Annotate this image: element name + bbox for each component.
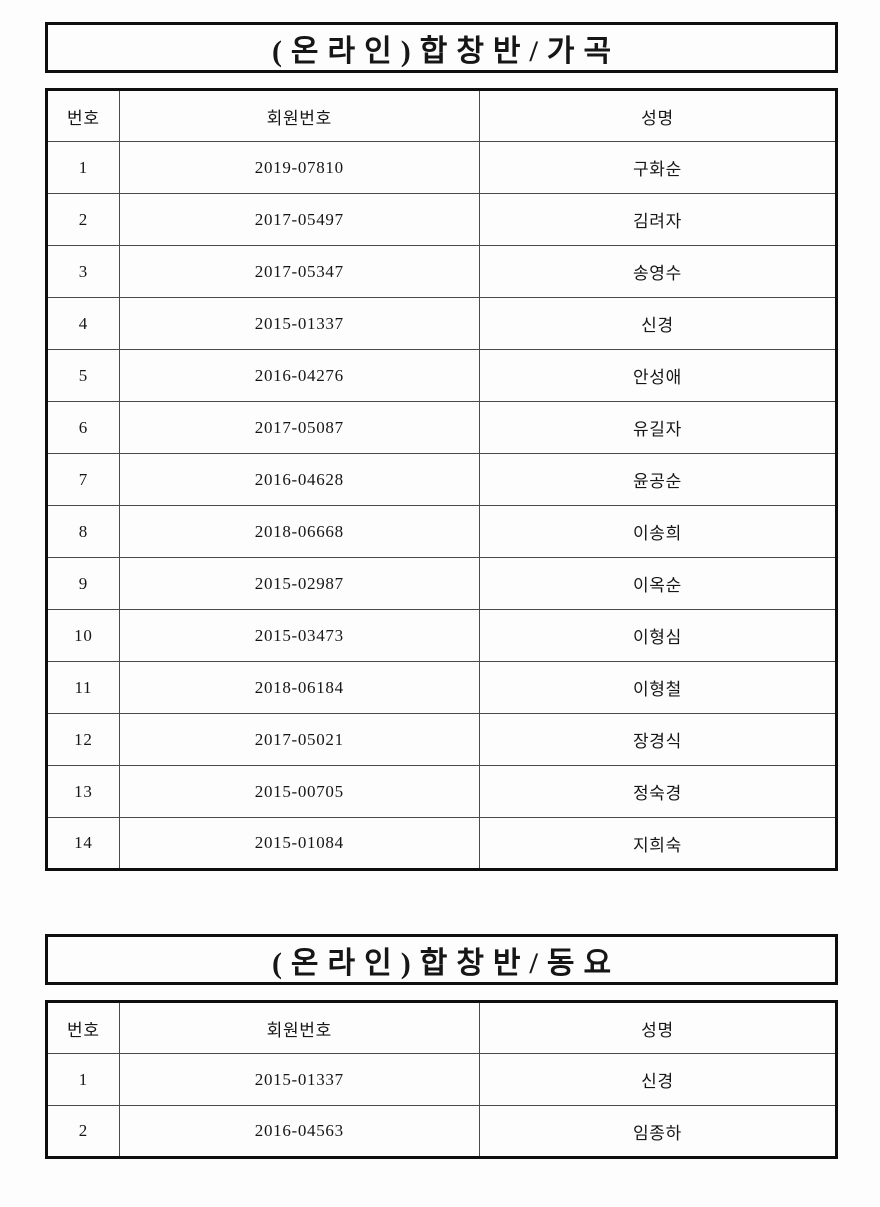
table-row: 6 2017-05087 유길자 — [46, 401, 838, 454]
section-title: (온라인)합창반/동요 — [271, 946, 621, 980]
name-cell: 신경 — [478, 297, 838, 350]
row-number-cell: 11 — [46, 661, 120, 714]
name-cell: 이옥순 — [478, 557, 838, 610]
column-header-name: 성명 — [478, 1001, 838, 1054]
table-row: 14 2015-01084 지희숙 — [46, 817, 838, 870]
member-id-cell: 2017-05021 — [118, 713, 480, 766]
row-number-cell: 2 — [46, 1105, 120, 1158]
member-id-cell: 2015-03473 — [118, 609, 480, 662]
row-number-cell: 5 — [46, 349, 120, 402]
row-number-cell: 12 — [46, 713, 120, 766]
member-id-cell: 2015-01337 — [118, 1053, 480, 1106]
member-id-cell: 2018-06184 — [118, 661, 480, 714]
table-row: 4 2015-01337 신경 — [46, 297, 838, 350]
table-row: 12 2017-05021 장경식 — [46, 713, 838, 766]
member-id-cell: 2016-04563 — [118, 1105, 480, 1158]
name-cell: 이형철 — [478, 661, 838, 714]
row-number-cell: 3 — [46, 245, 120, 298]
section-title-box: (온라인)합창반/동요 — [45, 934, 838, 985]
name-cell: 김려자 — [478, 193, 838, 246]
table-row: 8 2018-06668 이송희 — [46, 505, 838, 558]
roster-table: 번호 회원번호 성명 1 2015-01337 신경 2 2016-04563 임종하 — [45, 1000, 838, 1159]
table-body: 1 2015-01337 신경 2 2016-04563 임종하 — [46, 1053, 838, 1158]
table-row: 11 2018-06184 이형철 — [46, 661, 838, 714]
member-id-cell: 2017-05087 — [118, 401, 480, 454]
row-number-cell: 4 — [46, 297, 120, 350]
member-id-cell: 2017-05347 — [118, 245, 480, 298]
section-title-box: (온라인)합창반/가곡 — [45, 22, 838, 73]
sections-container: (온라인)합창반/가곡 번호 회원번호 성명 1 2019-07810 구화순 2 20… — [45, 22, 838, 1159]
name-cell: 구화순 — [478, 141, 838, 194]
row-number-cell: 1 — [46, 1053, 120, 1106]
row-number-cell: 10 — [46, 609, 120, 662]
name-cell: 신경 — [478, 1053, 838, 1106]
table-row: 13 2015-00705 정숙경 — [46, 765, 838, 818]
table-row: 10 2015-03473 이형심 — [46, 609, 838, 662]
member-id-cell: 2018-06668 — [118, 505, 480, 558]
section-title: (온라인)합창반/가곡 — [271, 34, 621, 68]
member-id-cell: 2015-01084 — [118, 817, 480, 870]
row-number-cell: 7 — [46, 453, 120, 506]
column-header-number: 번호 — [46, 89, 120, 142]
table-row: 5 2016-04276 안성애 — [46, 349, 838, 402]
table-row: 2 2016-04563 임종하 — [46, 1105, 838, 1158]
member-id-cell: 2015-01337 — [118, 297, 480, 350]
member-id-cell: 2015-00705 — [118, 765, 480, 818]
table-row: 9 2015-02987 이옥순 — [46, 557, 838, 610]
table-row: 7 2016-04628 윤공순 — [46, 453, 838, 506]
member-id-cell: 2016-04276 — [118, 349, 480, 402]
column-header-member-id: 회원번호 — [118, 1001, 480, 1054]
name-cell: 임종하 — [478, 1105, 838, 1158]
table-body: 1 2019-07810 구화순 2 2017-05497 김려자 3 2017-05347 송… — [46, 141, 838, 870]
name-cell: 지희숙 — [478, 817, 838, 870]
table-row: 1 2015-01337 신경 — [46, 1053, 838, 1106]
row-number-cell: 13 — [46, 765, 120, 818]
column-header-name: 성명 — [478, 89, 838, 142]
roster-table: 번호 회원번호 성명 1 2019-07810 구화순 2 2017-05497 김려자 3… — [45, 88, 838, 871]
table-row: 2 2017-05497 김려자 — [46, 193, 838, 246]
roster-section: (온라인)합창반/가곡 번호 회원번호 성명 1 2019-07810 구화순 2 20… — [45, 22, 838, 871]
name-cell: 유길자 — [478, 401, 838, 454]
table-row: 3 2017-05347 송영수 — [46, 245, 838, 298]
member-id-cell: 2019-07810 — [118, 141, 480, 194]
column-header-number: 번호 — [46, 1001, 120, 1054]
row-number-cell: 9 — [46, 557, 120, 610]
row-number-cell: 14 — [46, 817, 120, 870]
column-header-member-id: 회원번호 — [118, 89, 480, 142]
table-row: 1 2019-07810 구화순 — [46, 141, 838, 194]
member-id-cell: 2017-05497 — [118, 193, 480, 246]
header-row: 번호 회원번호 성명 — [46, 1001, 838, 1054]
name-cell: 장경식 — [478, 713, 838, 766]
row-number-cell: 8 — [46, 505, 120, 558]
row-number-cell: 6 — [46, 401, 120, 454]
name-cell: 이송희 — [478, 505, 838, 558]
row-number-cell: 1 — [46, 141, 120, 194]
member-id-cell: 2016-04628 — [118, 453, 480, 506]
row-number-cell: 2 — [46, 193, 120, 246]
roster-section: (온라인)합창반/동요 번호 회원번호 성명 1 2015-01337 신경 2 201… — [45, 934, 838, 1159]
name-cell: 윤공순 — [478, 453, 838, 506]
name-cell: 이형심 — [478, 609, 838, 662]
name-cell: 정숙경 — [478, 765, 838, 818]
header-row: 번호 회원번호 성명 — [46, 89, 838, 142]
member-id-cell: 2015-02987 — [118, 557, 480, 610]
name-cell: 송영수 — [478, 245, 838, 298]
name-cell: 안성애 — [478, 349, 838, 402]
